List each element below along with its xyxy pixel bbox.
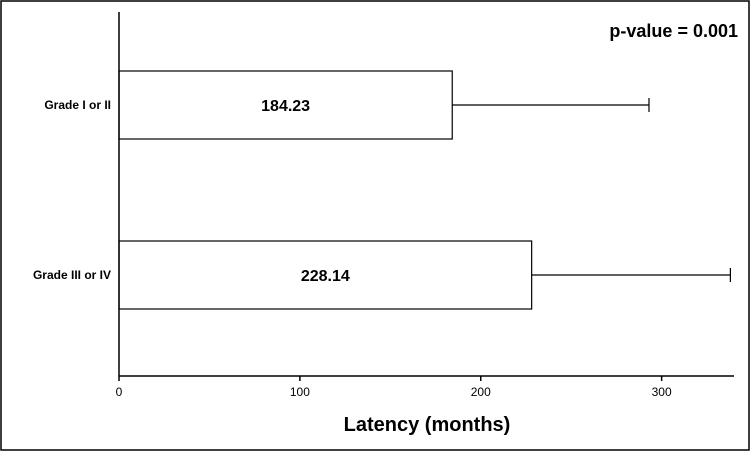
p-value-annotation: p-value = 0.001 xyxy=(609,21,738,41)
x-tick-label-200: 200 xyxy=(471,385,491,399)
x-tick-label-0: 0 xyxy=(116,385,123,399)
data-label-2: 228.14 xyxy=(301,268,350,285)
category-label-1: Grade I or II xyxy=(44,98,111,112)
bars-layer: 184.23 Grade I or II 228.14 Grade III or IV xyxy=(33,70,731,310)
bar-2 xyxy=(118,240,533,310)
x-tick-label-100: 100 xyxy=(290,385,310,399)
bar-1 xyxy=(118,70,453,140)
category-label-2: Grade III or IV xyxy=(33,268,111,282)
data-label-1: 184.23 xyxy=(261,98,310,115)
x-tick-label-300: 300 xyxy=(652,385,672,399)
x-axis: 0 100 200 300 xyxy=(116,12,734,399)
x-axis-title: Latency (months) xyxy=(344,414,511,436)
